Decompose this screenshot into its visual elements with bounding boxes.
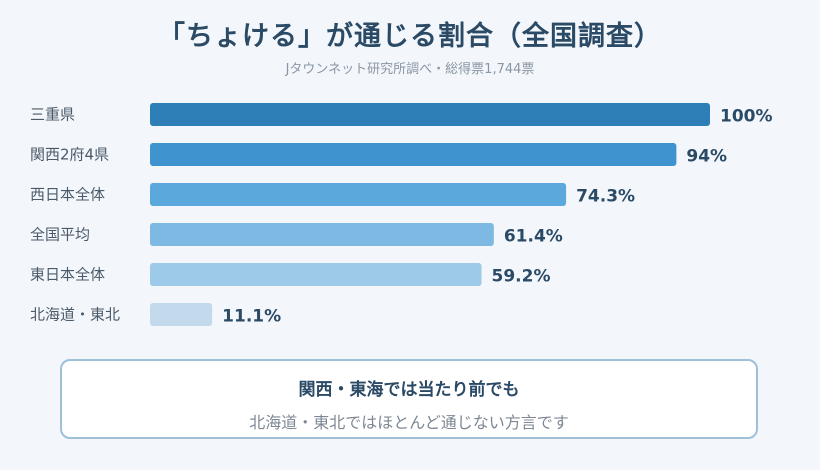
category-label: 北海道・東北	[30, 306, 120, 324]
category-label: 東日本全体	[30, 266, 105, 284]
category-label: 西日本全体	[30, 186, 105, 204]
note-box: 関西・東海では当たり前でも 北海道・東北ではほとんど通じない方言です	[60, 359, 758, 439]
category-label: 関西2府4県	[30, 146, 109, 164]
category-label: 全国平均	[30, 226, 90, 244]
category-label: 三重県	[30, 106, 75, 124]
bar	[150, 183, 567, 206]
chart-subtitle: Jタウンネット研究所調べ・総得票1,744票	[285, 62, 535, 77]
chart-title: 「ちょける」が通じる割合（全国調査）	[158, 21, 662, 52]
note-body: 北海道・東北ではほとんど通じない方言です	[249, 413, 569, 432]
bar	[150, 103, 710, 126]
value-label: 59.2%	[492, 267, 551, 287]
value-label: 61.4%	[504, 227, 563, 247]
value-label: 11.1%	[222, 307, 281, 327]
bar	[150, 263, 482, 286]
bar	[150, 143, 677, 166]
note-heading: 関西・東海では当たり前でも	[298, 380, 520, 400]
bar	[150, 223, 494, 246]
bar	[150, 303, 213, 326]
value-label: 94%	[686, 147, 727, 167]
value-label: 74.3%	[576, 187, 635, 207]
value-label: 100%	[720, 107, 773, 127]
